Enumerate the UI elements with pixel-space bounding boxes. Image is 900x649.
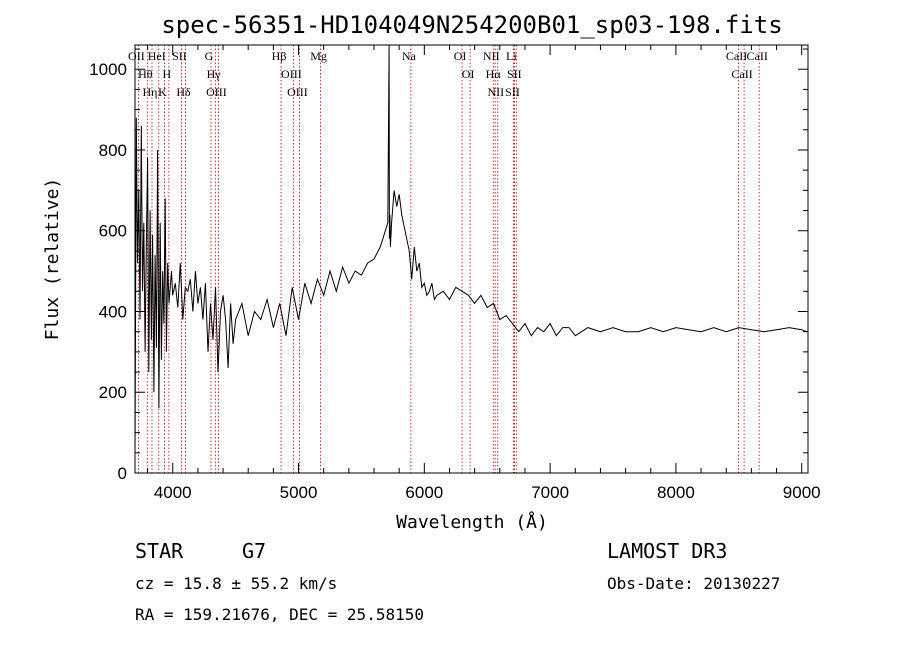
x-tick-label: 8000 (657, 483, 695, 502)
line-label: NII (483, 49, 500, 63)
x-axis-label: Wavelength (Å) (396, 511, 548, 533)
x-tick-label: 5000 (280, 483, 318, 502)
line-markers (137, 45, 760, 473)
line-label: CaII (747, 49, 768, 63)
line-label: OI (454, 49, 467, 63)
y-tick-label: 200 (99, 383, 127, 402)
x-tick-label: 6000 (405, 483, 443, 502)
line-label: OIII (287, 85, 308, 99)
y-tick-label: 400 (99, 302, 127, 321)
x-tick-label: 4000 (154, 483, 192, 502)
line-label: CaII (731, 67, 752, 81)
line-label: H (163, 67, 172, 81)
line-label: SII (172, 49, 187, 63)
line-label: Na (402, 49, 417, 63)
line-label: OI (462, 67, 475, 81)
line-label: G (205, 49, 214, 63)
spectrum-line (134, 44, 807, 457)
x-tick-label: 9000 (783, 483, 821, 502)
line-label: K (158, 85, 167, 99)
line-label: Hη (143, 85, 158, 99)
line-label: SII (505, 85, 520, 99)
y-axis-label: Flux (relative) (42, 178, 63, 341)
y-tick-label: 600 (99, 222, 127, 241)
line-label: Hβ (272, 49, 287, 63)
coordinates: RA = 159.21676, DEC = 25.58150 (135, 605, 424, 624)
line-label: OIII (206, 85, 227, 99)
line-label: CaII (726, 49, 747, 63)
line-label: Mg (310, 49, 327, 63)
redshift-cz: cz = 15.8 ± 55.2 km/s (135, 574, 337, 593)
subclass: G7 (242, 539, 266, 563)
line-label: Hδ (176, 85, 191, 99)
y-tick-label: 1000 (89, 60, 127, 79)
y-tick-label: 800 (99, 141, 127, 160)
line-label: HeI (148, 49, 166, 63)
x-tick-label: 7000 (531, 483, 569, 502)
line-label: OIII (281, 67, 302, 81)
axis-ticks: 4000 5000 6000 7000 8000 9000 0 200 400 600 800 100… (89, 45, 821, 502)
y-tick-label: 0 (118, 464, 127, 483)
line-label: SII (507, 67, 522, 81)
observation-date: Obs-Date: 20130227 (607, 574, 780, 593)
object-class: STAR (135, 539, 184, 563)
line-label: NII (487, 85, 504, 99)
survey-name: LAMOST DR3 (607, 539, 727, 563)
line-label: Hγ (207, 67, 222, 81)
line-label: Hα (486, 67, 502, 81)
line-label: Hθ (138, 67, 153, 81)
chart-title: spec-56351-HD104049N254200B01_sp03-198.f… (161, 11, 782, 39)
line-label: Li (506, 49, 517, 63)
plot-frame (134, 44, 809, 474)
line-label: OII (128, 49, 145, 63)
